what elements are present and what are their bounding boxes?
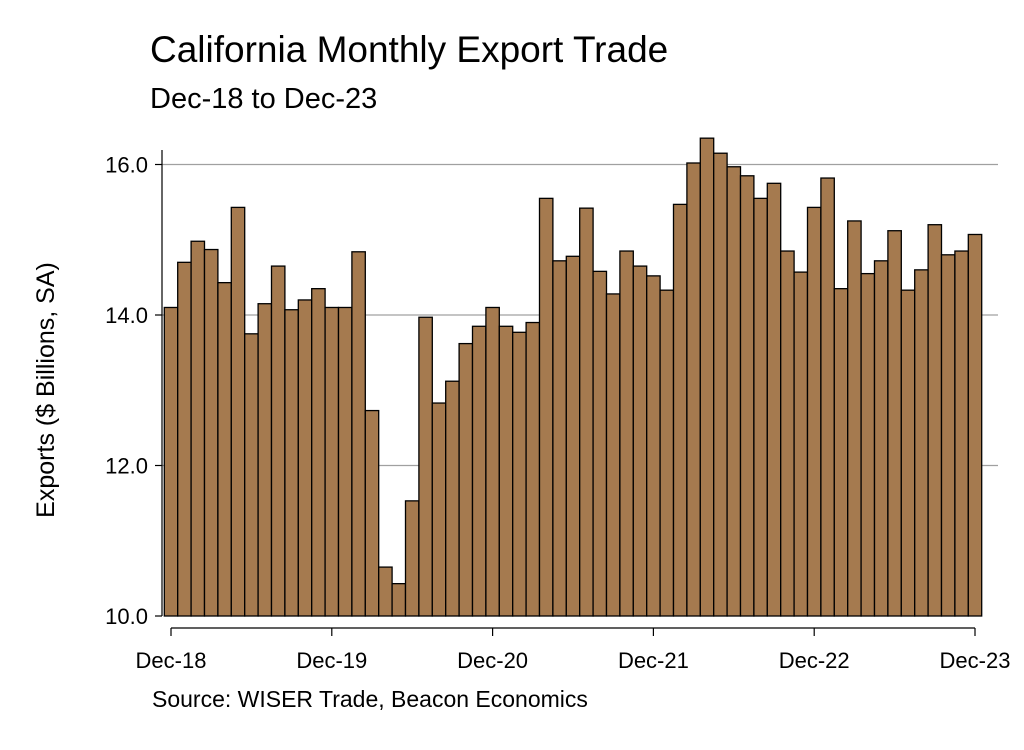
bar	[217, 281, 232, 617]
bar	[163, 306, 179, 617]
bar	[297, 299, 313, 617]
bar	[324, 306, 340, 617]
bar	[605, 293, 621, 617]
x-tick-label: Dec-22	[779, 648, 850, 673]
bar	[284, 309, 299, 617]
bar	[431, 402, 447, 617]
x-tick-label: Dec-21	[618, 648, 689, 673]
x-tick-label: Dec-19	[296, 648, 367, 673]
x-tick-label: Dec-20	[457, 648, 528, 673]
bar	[672, 203, 688, 617]
bar	[753, 197, 768, 617]
bar	[391, 582, 407, 617]
bar	[766, 182, 782, 617]
bar	[954, 250, 969, 617]
bar	[659, 289, 675, 617]
bar	[270, 265, 286, 617]
y-tick-label: 10.0	[105, 604, 148, 629]
bar	[337, 306, 353, 617]
bar	[512, 331, 527, 617]
bar	[914, 269, 929, 617]
bar	[592, 270, 608, 617]
bar	[230, 206, 246, 617]
bar	[806, 206, 822, 617]
bar	[713, 152, 728, 617]
bar	[873, 260, 889, 617]
y-tick-label: 14.0	[105, 303, 148, 328]
bar	[780, 250, 795, 617]
bar	[458, 342, 474, 617]
bar	[525, 321, 541, 617]
chart-title: California Monthly Export Trade	[150, 29, 668, 70]
bar	[739, 175, 755, 617]
bar	[538, 197, 554, 617]
y-axis-label: Exports ($ Billions, SA)	[32, 262, 60, 518]
bar	[244, 333, 259, 617]
bar	[619, 250, 634, 617]
x-tick-label: Dec-18	[136, 648, 207, 673]
bar	[686, 162, 701, 617]
bar	[552, 260, 567, 617]
bar	[632, 265, 648, 617]
bar	[699, 137, 715, 617]
bar	[404, 500, 420, 617]
bar	[378, 566, 393, 617]
bar	[579, 207, 594, 617]
source-note: Source: WISER Trade, Beacon Economics	[152, 686, 588, 712]
bar	[860, 272, 876, 617]
bar	[203, 248, 219, 617]
bar	[967, 233, 983, 617]
bar	[445, 380, 460, 617]
bar	[311, 288, 326, 617]
bar	[940, 254, 956, 617]
bar	[351, 251, 366, 617]
bar	[364, 409, 380, 617]
bar	[418, 316, 433, 617]
bar	[793, 271, 809, 617]
bar	[927, 224, 943, 617]
bar	[177, 261, 192, 617]
x-tick-label: Dec-23	[940, 648, 1011, 673]
bar	[646, 275, 661, 617]
bar	[471, 325, 487, 617]
bar	[833, 288, 849, 617]
bar	[190, 240, 206, 617]
bar	[485, 306, 500, 617]
bar	[887, 230, 902, 617]
bar	[900, 289, 916, 617]
bar	[820, 177, 835, 617]
bar	[565, 255, 581, 617]
chart-subtitle: Dec-18 to Dec-23	[150, 83, 377, 115]
bar	[726, 166, 742, 617]
bar	[498, 325, 514, 617]
bar	[847, 220, 862, 617]
y-tick-label: 12.0	[105, 454, 148, 479]
bar	[257, 303, 273, 617]
y-tick-label: 16.0	[105, 153, 148, 178]
